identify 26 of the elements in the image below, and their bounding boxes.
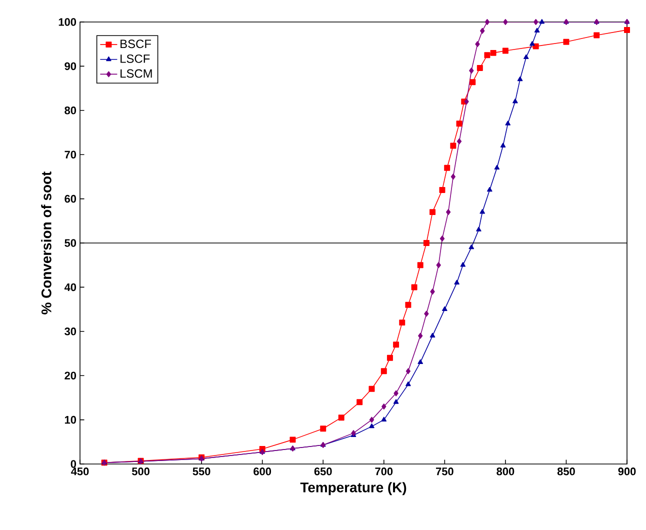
x-tick-label: 500 <box>132 468 150 476</box>
y-tick-label: 10 <box>64 416 76 424</box>
x-tick-label: 550 <box>192 468 210 476</box>
y-axis-title: % Conversion of soot <box>41 172 52 314</box>
legend-label: BSCF <box>120 40 152 48</box>
x-tick-label: 700 <box>375 468 393 476</box>
legend-label: LSCF <box>120 54 150 63</box>
x-tick-label: 850 <box>557 468 575 476</box>
y-tick-label: 20 <box>64 372 76 380</box>
x-tick-label: 450 <box>71 468 89 476</box>
y-tick-label: 60 <box>64 194 76 203</box>
legend-label: LSCM <box>120 69 152 78</box>
x-tick-label: 600 <box>254 468 272 476</box>
x-tick-label: 650 <box>314 468 332 476</box>
y-tick-label: 100 <box>58 18 76 26</box>
y-tick-label: 90 <box>64 62 76 70</box>
y-tick-label: 30 <box>64 328 76 336</box>
x-tick-label: 800 <box>496 468 514 476</box>
x-tick-label: 750 <box>436 468 454 476</box>
x-axis-title: Temperature (K) <box>300 482 406 496</box>
x-tick-label: 900 <box>618 468 636 476</box>
y-tick-label: 70 <box>64 150 76 158</box>
y-tick-label: 0 <box>70 460 76 468</box>
y-tick-label: 40 <box>64 283 76 292</box>
y-tick-label: 80 <box>64 106 76 114</box>
y-tick-label: 50 <box>64 239 76 247</box>
